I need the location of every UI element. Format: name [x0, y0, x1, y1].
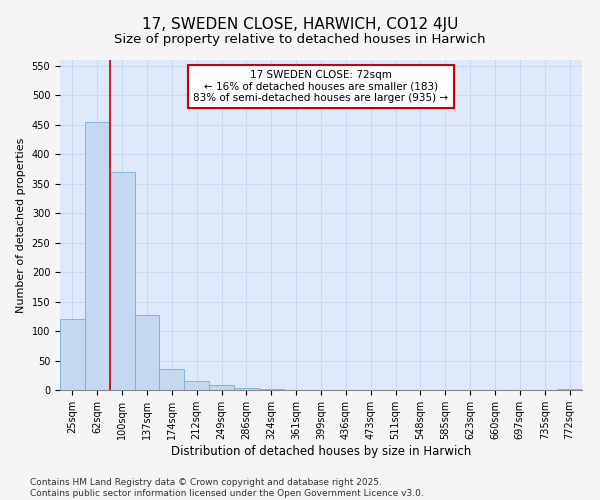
Text: 17 SWEDEN CLOSE: 72sqm
← 16% of detached houses are smaller (183)
83% of semi-de: 17 SWEDEN CLOSE: 72sqm ← 16% of detached…	[193, 70, 449, 103]
Bar	[557, 389, 582, 390]
X-axis label: Distribution of detached houses by size in Harwich: Distribution of detached houses by size …	[171, 445, 471, 458]
Bar	[160, 370, 184, 390]
Text: Contains HM Land Registry data © Crown copyright and database right 2025.
Contai: Contains HM Land Registry data © Crown c…	[30, 478, 424, 498]
Bar	[110, 172, 134, 390]
Text: Size of property relative to detached houses in Harwich: Size of property relative to detached ho…	[114, 32, 486, 46]
Bar	[134, 314, 160, 390]
Y-axis label: Number of detached properties: Number of detached properties	[16, 138, 26, 312]
Bar	[60, 320, 85, 390]
Bar	[209, 386, 234, 390]
Bar	[85, 122, 110, 390]
Bar	[184, 381, 209, 390]
Text: 17, SWEDEN CLOSE, HARWICH, CO12 4JU: 17, SWEDEN CLOSE, HARWICH, CO12 4JU	[142, 18, 458, 32]
Bar	[234, 388, 259, 390]
